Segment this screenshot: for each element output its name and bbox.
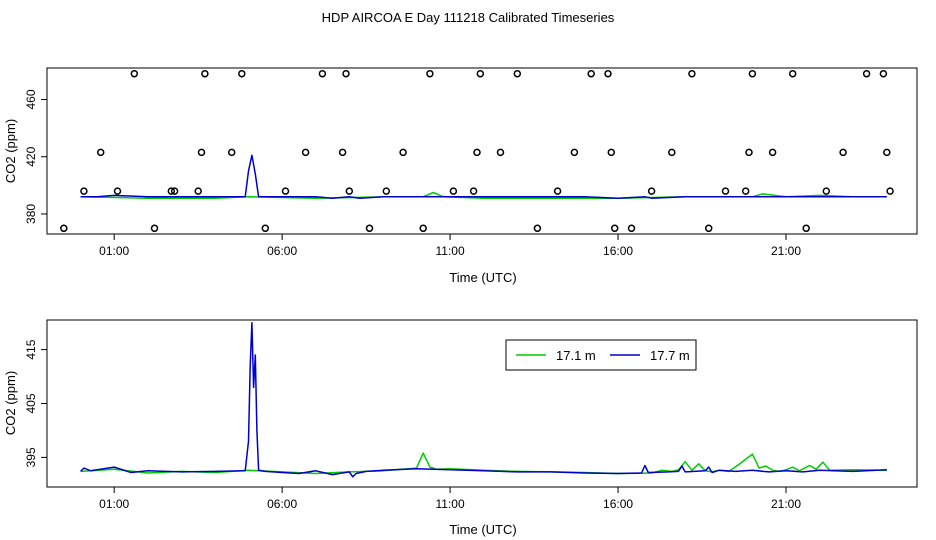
x-tick-label: 21:00 <box>771 497 801 511</box>
series-line-17-7-m <box>80 321 887 478</box>
y-tick-label: 380 <box>24 204 38 224</box>
flag-marker <box>883 148 891 157</box>
flag-marker <box>553 187 562 195</box>
flag-marker <box>513 69 522 78</box>
flag-marker <box>399 148 407 157</box>
flag-marker <box>741 187 750 195</box>
axis-ticks-bottom: 01:00 06:00 11:00 16:00 21:00 395 405 415 <box>24 339 801 511</box>
flag-marker <box>607 148 616 157</box>
flag-marker <box>704 224 713 233</box>
flag-marker <box>879 69 888 78</box>
x-tick-label: 01:00 <box>99 244 129 258</box>
flag-marker <box>862 69 871 78</box>
flag-marker <box>281 187 290 195</box>
flag-marker <box>382 187 391 195</box>
flag-marker <box>261 224 270 233</box>
series-line-17-7-m <box>80 154 887 199</box>
y-axis-label-top: CO2 (ppm) <box>3 119 18 183</box>
x-tick-label: 21:00 <box>771 244 801 258</box>
flag-marker <box>60 224 68 233</box>
flag-marker <box>201 69 209 78</box>
plot-frame-top <box>46 67 918 235</box>
x-tick-label: 01:00 <box>99 497 129 511</box>
legend-label-17-1m: 17.1 m <box>556 348 596 363</box>
flag-marker <box>496 148 505 157</box>
flag-marker <box>788 69 797 78</box>
flag-marker <box>113 187 122 195</box>
flag-marker <box>130 69 139 78</box>
calibrated-timeseries-panel-top: 01:00 06:00 11:00 16:00 21:00 380 420 460 Time … <box>3 67 918 285</box>
axis-ticks-top: 01:00 06:00 11:00 16:00 21:00 380 420 460 <box>24 89 801 258</box>
flag-marker <box>301 148 310 157</box>
flag-marker <box>627 224 636 233</box>
flag-marker <box>227 148 236 157</box>
flag-marker <box>473 148 481 157</box>
flag-marker <box>745 148 753 157</box>
flag-marker <box>604 69 612 78</box>
flag-marker <box>533 224 542 233</box>
flag-marker <box>167 187 176 195</box>
flag-marker <box>342 69 350 78</box>
y-tick-label: 405 <box>24 393 38 413</box>
x-tick-label: 06:00 <box>267 497 297 511</box>
flag-marker <box>345 187 354 195</box>
flag-marker <box>194 187 202 195</box>
legend: 17.1 m 17.7 m <box>505 339 697 371</box>
series-group-top <box>80 154 887 199</box>
flag-markers-group <box>60 69 894 233</box>
flag-marker <box>822 187 831 195</box>
flag-marker <box>365 224 374 233</box>
x-tick-label: 06:00 <box>267 244 297 258</box>
flag-marker <box>839 148 847 157</box>
flag-marker <box>587 69 595 78</box>
flag-marker <box>96 148 105 157</box>
flag-marker <box>886 187 894 195</box>
x-axis-label-top: Time (UTC) <box>449 270 516 285</box>
flag-marker <box>668 148 676 157</box>
legend-label-17-7m: 17.7 m <box>650 348 690 363</box>
flag-marker <box>476 69 485 78</box>
flag-marker <box>318 69 327 78</box>
series-group-bottom <box>80 321 887 478</box>
flag-marker <box>419 224 427 233</box>
y-axis-label-bottom: CO2 (ppm) <box>3 371 18 435</box>
flag-marker <box>610 224 619 233</box>
flag-marker <box>238 69 246 78</box>
figure-title: HDP AIRCOA E Day 111218 Calibrated Times… <box>322 10 615 25</box>
x-tick-label: 16:00 <box>603 244 633 258</box>
flag-marker <box>688 69 696 78</box>
flag-marker <box>449 187 458 195</box>
y-tick-label: 415 <box>24 339 38 359</box>
x-tick-label: 11:00 <box>436 244 465 258</box>
flag-marker <box>469 187 478 195</box>
y-tick-label: 460 <box>24 89 38 109</box>
flag-marker <box>150 224 159 233</box>
flag-marker <box>170 187 179 195</box>
flag-marker <box>748 69 757 78</box>
x-tick-label: 16:00 <box>603 497 633 511</box>
flag-marker <box>570 148 579 157</box>
series-line-17-1-m <box>80 452 887 475</box>
x-tick-label: 11:00 <box>436 497 465 511</box>
flag-marker <box>426 69 434 78</box>
flag-marker <box>197 148 206 157</box>
y-tick-label: 395 <box>24 447 38 467</box>
calibrated-timeseries-panel-bottom: 01:00 06:00 11:00 16:00 21:00 395 405 415 Time … <box>3 319 918 537</box>
flag-marker <box>80 187 88 195</box>
flag-marker <box>338 148 347 157</box>
flag-marker <box>647 187 656 195</box>
x-axis-label-bottom: Time (UTC) <box>449 522 516 537</box>
plot-frame-bottom <box>46 319 918 488</box>
flag-marker <box>802 224 810 233</box>
y-tick-label: 420 <box>24 146 38 166</box>
flag-marker <box>721 187 730 195</box>
flag-marker <box>768 148 777 157</box>
